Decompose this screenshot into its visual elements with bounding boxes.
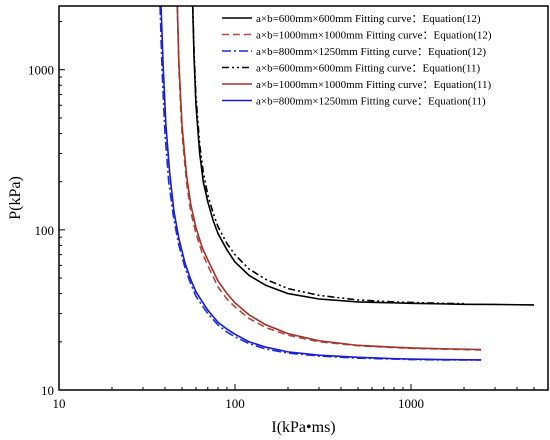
legend-item-4: a×b=600mm×600mm Fitting curve：Equation(1… (222, 63, 480, 75)
plot-frame (58, 5, 549, 391)
series-line-3 (159, 6, 482, 361)
legend-label: a×b=600mm×600mm Fitting curve：Equation(1… (256, 13, 481, 25)
curves-layer (159, 6, 535, 361)
legend-item-6: a×b=800mm×1250mm Fitting curve：Equation(… (222, 96, 486, 108)
legend-label: a×b=1000mm×1000mm Fitting curve：Equation… (256, 79, 491, 91)
series-line-4 (191, 6, 465, 305)
y-axis-title: P(kPa) (7, 176, 24, 220)
y-tick-label: 100 (35, 223, 55, 238)
x-tick-label: 1000 (398, 396, 424, 411)
legend-label: a×b=800mm×1250mm Fitting curve：Equation(… (256, 46, 486, 58)
legend-item-1: a×b=600mm×600mm Fitting curve：Equation(1… (222, 13, 481, 25)
legend-label: a×b=1000mm×1000mm Fitting curve：Equation… (256, 30, 492, 42)
legend-label: a×b=800mm×1250mm Fitting curve：Equation(… (256, 96, 486, 108)
legend: a×b=600mm×600mm Fitting curve：Equation(1… (222, 13, 492, 108)
x-tick-label: 100 (225, 396, 245, 411)
y-tick-label: 10 (41, 383, 54, 398)
legend-item-2: a×b=1000mm×1000mm Fitting curve：Equation… (222, 30, 492, 42)
ticks-layer: 10 100 1000 10 100 1000 (28, 21, 549, 411)
legend-item-3: a×b=800mm×1250mm Fitting curve：Equation(… (222, 46, 486, 58)
x-axis-title: I(kPa•ms) (271, 419, 335, 436)
series-line-5 (176, 6, 482, 351)
x-tick-label: 10 (53, 396, 66, 411)
series-line-6 (160, 6, 482, 361)
legend-item-5: a×b=1000mm×1000mm Fitting curve：Equation… (222, 79, 491, 91)
legend-label: a×b=600mm×600mm Fitting curve：Equation(1… (256, 63, 480, 75)
y-tick-label: 1000 (28, 63, 54, 78)
